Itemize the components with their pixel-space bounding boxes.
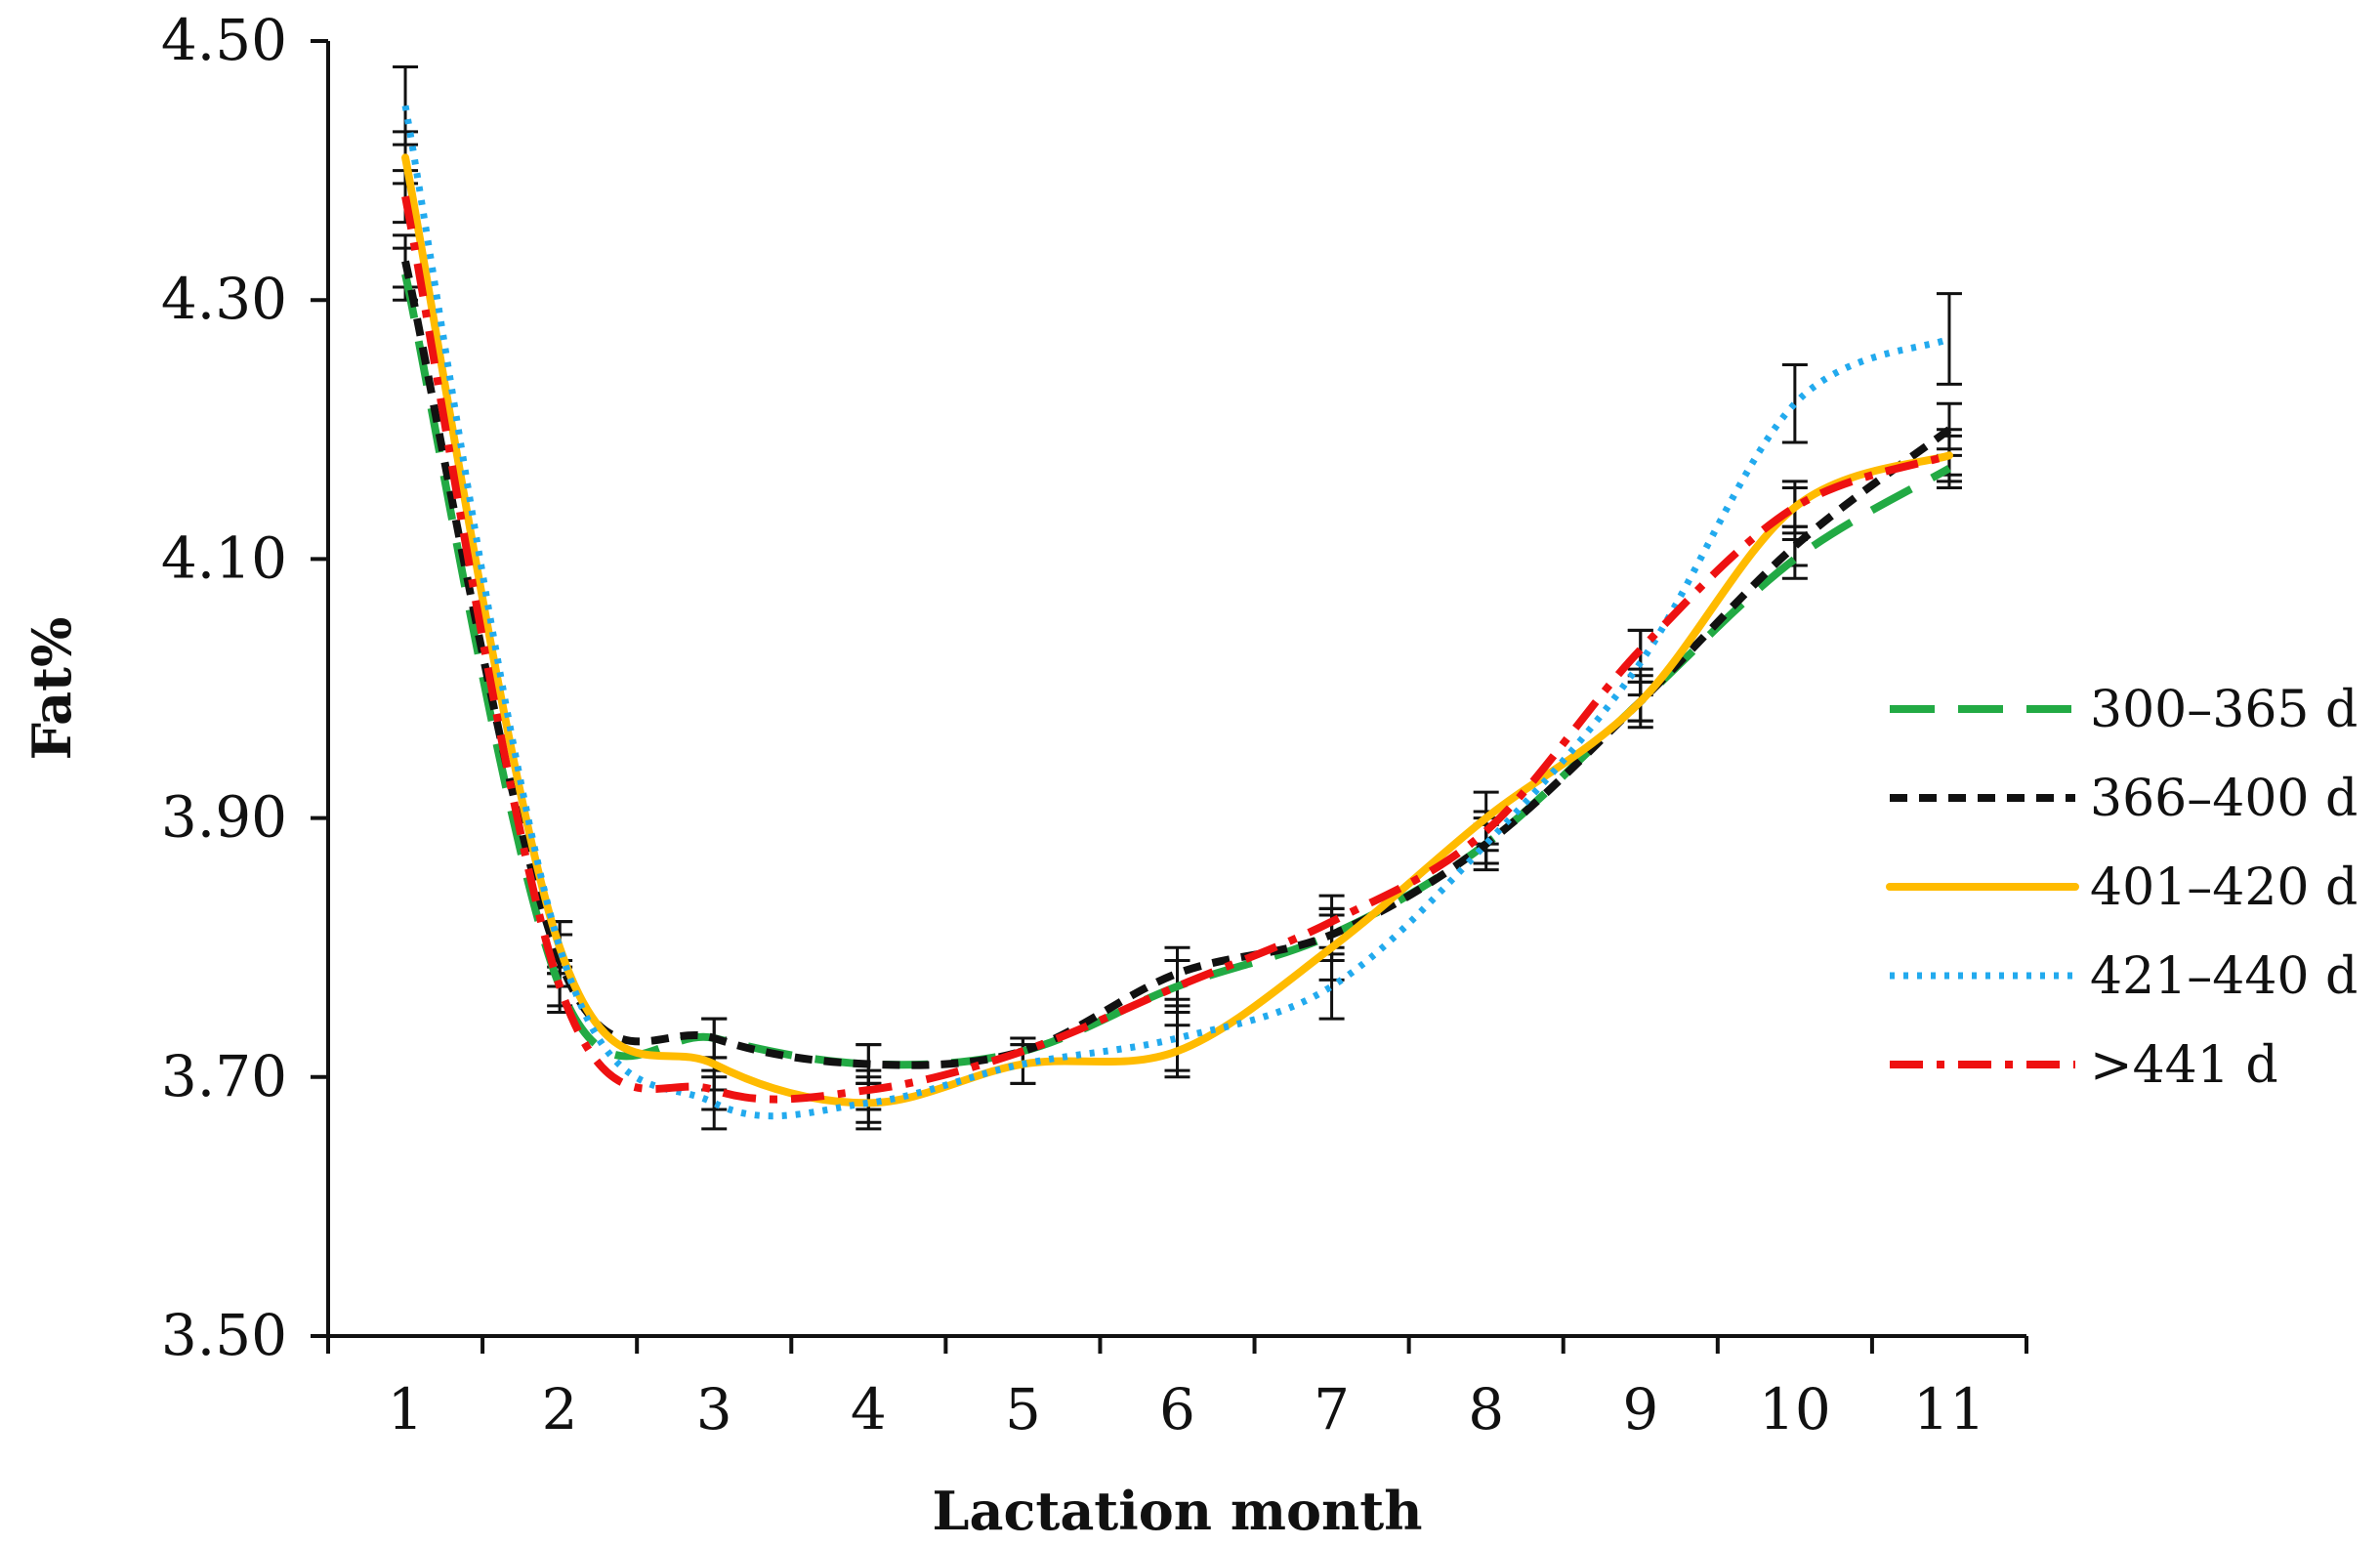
- y-tick-label: 3.50: [161, 1302, 287, 1368]
- series-line-4: [401, 195, 1951, 1104]
- y-axis-title: Fat%: [21, 617, 83, 761]
- series-line-2: [401, 153, 1953, 1108]
- x-tick-label: 8: [1468, 1376, 1504, 1442]
- x-tick-label: 7: [1314, 1376, 1350, 1442]
- legend-label: 421–440 d: [2090, 947, 2358, 1006]
- axes: [326, 41, 2026, 1338]
- legend-label: >441 d: [2090, 1036, 2278, 1095]
- series-line-3: [401, 105, 1951, 1120]
- x-ticks: 1 2 3 4 5 6 7 8 9 10 11: [326, 1336, 2028, 1442]
- x-tick-label: 10: [1759, 1376, 1831, 1442]
- x-axis-title: Lactation month: [933, 1480, 1423, 1542]
- legend: 300–365 d 366–400 d 401–420 d 421–440 d >441…: [1886, 681, 2358, 1095]
- x-tick-label: 3: [696, 1376, 732, 1442]
- x-tick-label: 6: [1159, 1376, 1195, 1442]
- error-bars: [393, 65, 1962, 1131]
- y-tick-label: 4.50: [161, 7, 287, 73]
- y-tick-label: 3.90: [161, 784, 287, 851]
- x-tick-label: 1: [388, 1376, 424, 1442]
- x-tick-label: 4: [851, 1376, 887, 1442]
- y-tick-label: 4.30: [161, 266, 287, 332]
- x-tick-label: 11: [1913, 1376, 1985, 1442]
- series-line-1: [401, 260, 1952, 1069]
- x-tick-label: 2: [542, 1376, 578, 1442]
- legend-label: 401–420 d: [2090, 858, 2358, 917]
- y-tick-label: 3.70: [161, 1043, 287, 1109]
- x-tick-label: 9: [1622, 1376, 1658, 1442]
- x-tick-label: 5: [1005, 1376, 1041, 1442]
- y-tick-label: 4.10: [161, 524, 287, 591]
- y-ticks: 3.50 3.70 3.90 4.10 4.30 4.50: [161, 7, 328, 1368]
- legend-label: 366–400 d: [2090, 770, 2358, 828]
- legend-label: 300–365 d: [2090, 681, 2358, 739]
- series-lines: [401, 105, 1953, 1120]
